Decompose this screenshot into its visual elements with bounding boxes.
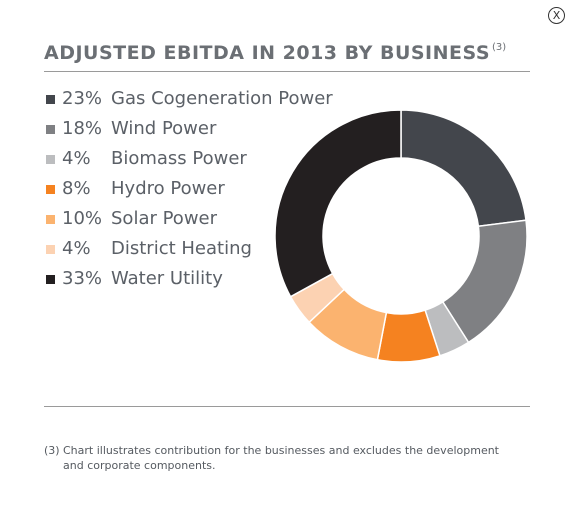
- legend-percent: 4%: [62, 238, 91, 259]
- legend-percent: 33%: [62, 268, 103, 289]
- legend-label: Water Utility: [111, 268, 223, 289]
- footnote-marker: (3): [44, 444, 60, 457]
- chart-title-text: ADJUSTED EBITDA IN 2013 BY BUSINESS: [44, 42, 491, 64]
- donut-slice-water-utility: [274, 109, 402, 298]
- footnote-line-2: and corporate components.: [63, 459, 216, 472]
- legend-swatch: [46, 125, 55, 134]
- close-button[interactable]: X: [548, 7, 565, 24]
- legend-swatch: [46, 275, 55, 284]
- footnote-line-1: Chart illustrates contribution for the b…: [63, 444, 499, 457]
- legend-label: Biomass Power: [111, 148, 247, 169]
- legend-label: District Heating: [111, 238, 252, 259]
- legend-label: Hydro Power: [111, 178, 225, 199]
- chart-title: ADJUSTED EBITDA IN 2013 BY BUSINESS (3): [44, 42, 506, 64]
- legend-percent: 23%: [62, 88, 103, 109]
- legend-percent: 4%: [62, 148, 91, 169]
- title-footnote-ref: (3): [492, 42, 507, 53]
- legend-swatch: [46, 155, 55, 164]
- close-icon: X: [552, 9, 561, 22]
- legend-swatch: [46, 215, 55, 224]
- legend-label: Gas Cogeneration Power: [111, 88, 333, 109]
- legend-label: Wind Power: [111, 118, 217, 139]
- donut-chart: [274, 109, 528, 363]
- legend-percent: 18%: [62, 118, 103, 139]
- legend-swatch: [46, 185, 55, 194]
- footnote: (3) Chart illustrates contribution for th…: [44, 443, 504, 473]
- legend-swatch: [46, 245, 55, 254]
- legend-percent: 8%: [62, 178, 91, 199]
- bottom-divider: [44, 406, 530, 407]
- legend-percent: 10%: [62, 208, 103, 229]
- legend-label: Solar Power: [111, 208, 218, 229]
- legend-swatch: [46, 95, 55, 104]
- donut-slice-gas-cogeneration-power: [400, 109, 527, 228]
- top-divider: [44, 71, 530, 72]
